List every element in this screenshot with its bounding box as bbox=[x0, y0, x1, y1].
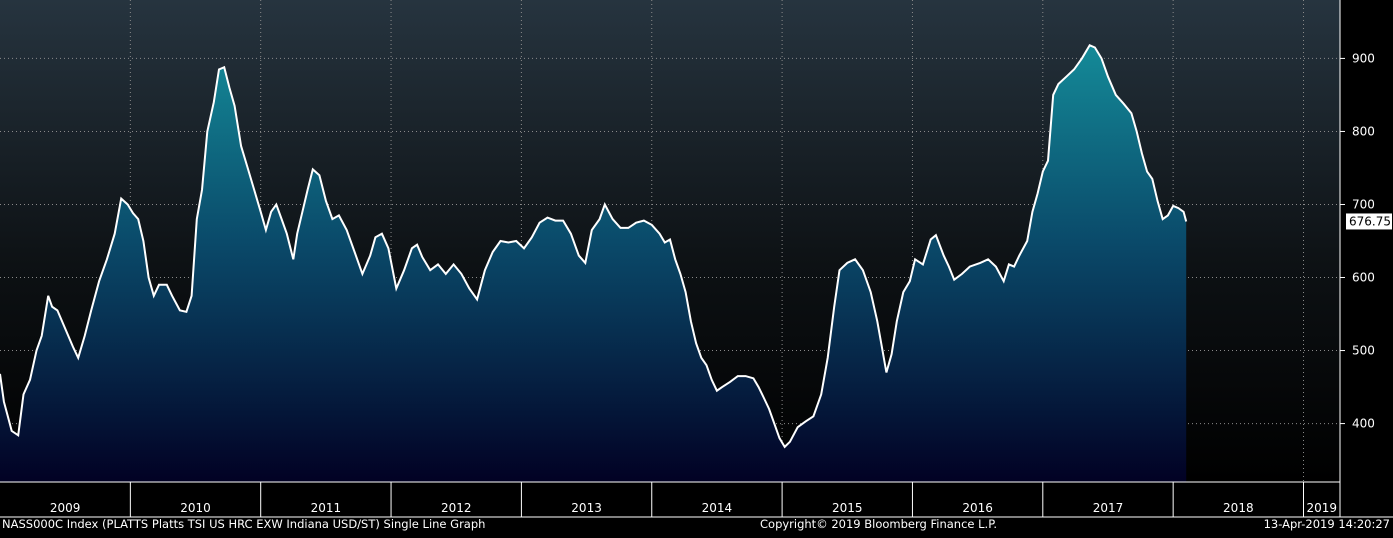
price-series-line bbox=[0, 44, 1188, 449]
y-tick-label: 400 bbox=[1352, 417, 1375, 431]
y-axis-tick-labels: 400 500 600 700 800 900 bbox=[1340, 51, 1375, 431]
price-area-fill bbox=[0, 45, 1187, 483]
x-tick-label: 2011 bbox=[311, 501, 342, 515]
footer-copyright: Copyright© 2019 Bloomberg Finance L.P. bbox=[760, 517, 997, 531]
last-value-label: 676.75 bbox=[1349, 214, 1391, 228]
x-axis-tick-labels: 2009 2010 2011 2012 2013 2014 2015 2016 2017 2018… bbox=[50, 482, 1337, 517]
x-tick-label: 2014 bbox=[702, 501, 733, 515]
y-tick-label: 900 bbox=[1352, 51, 1375, 65]
x-tick-label: 2017 bbox=[1093, 501, 1124, 515]
x-tick-label: 2019 bbox=[1306, 501, 1337, 515]
x-tick-label: 2016 bbox=[962, 501, 993, 515]
y-tick-label: 500 bbox=[1352, 344, 1375, 358]
x-tick-label: 2015 bbox=[832, 501, 863, 515]
y-tick-label: 700 bbox=[1352, 197, 1375, 211]
footer-index-description: NASS000C Index (PLATTS Platts TSI US HRC… bbox=[2, 517, 486, 531]
y-tick-label: 800 bbox=[1352, 124, 1375, 138]
last-value-badge: 676.75 bbox=[1346, 213, 1392, 230]
x-tick-label: 2013 bbox=[571, 501, 602, 515]
x-tick-label: 2012 bbox=[441, 501, 472, 515]
last-value-box bbox=[1346, 213, 1392, 230]
x-tick-label: 2010 bbox=[180, 501, 211, 515]
x-tick-label: 2018 bbox=[1223, 501, 1254, 515]
footer-timestamp: 13-Apr-2019 14:20:27 bbox=[1263, 517, 1390, 531]
axes bbox=[0, 0, 1393, 518]
x-tick-label: 2009 bbox=[50, 501, 81, 515]
y-tick-label: 600 bbox=[1352, 271, 1375, 285]
